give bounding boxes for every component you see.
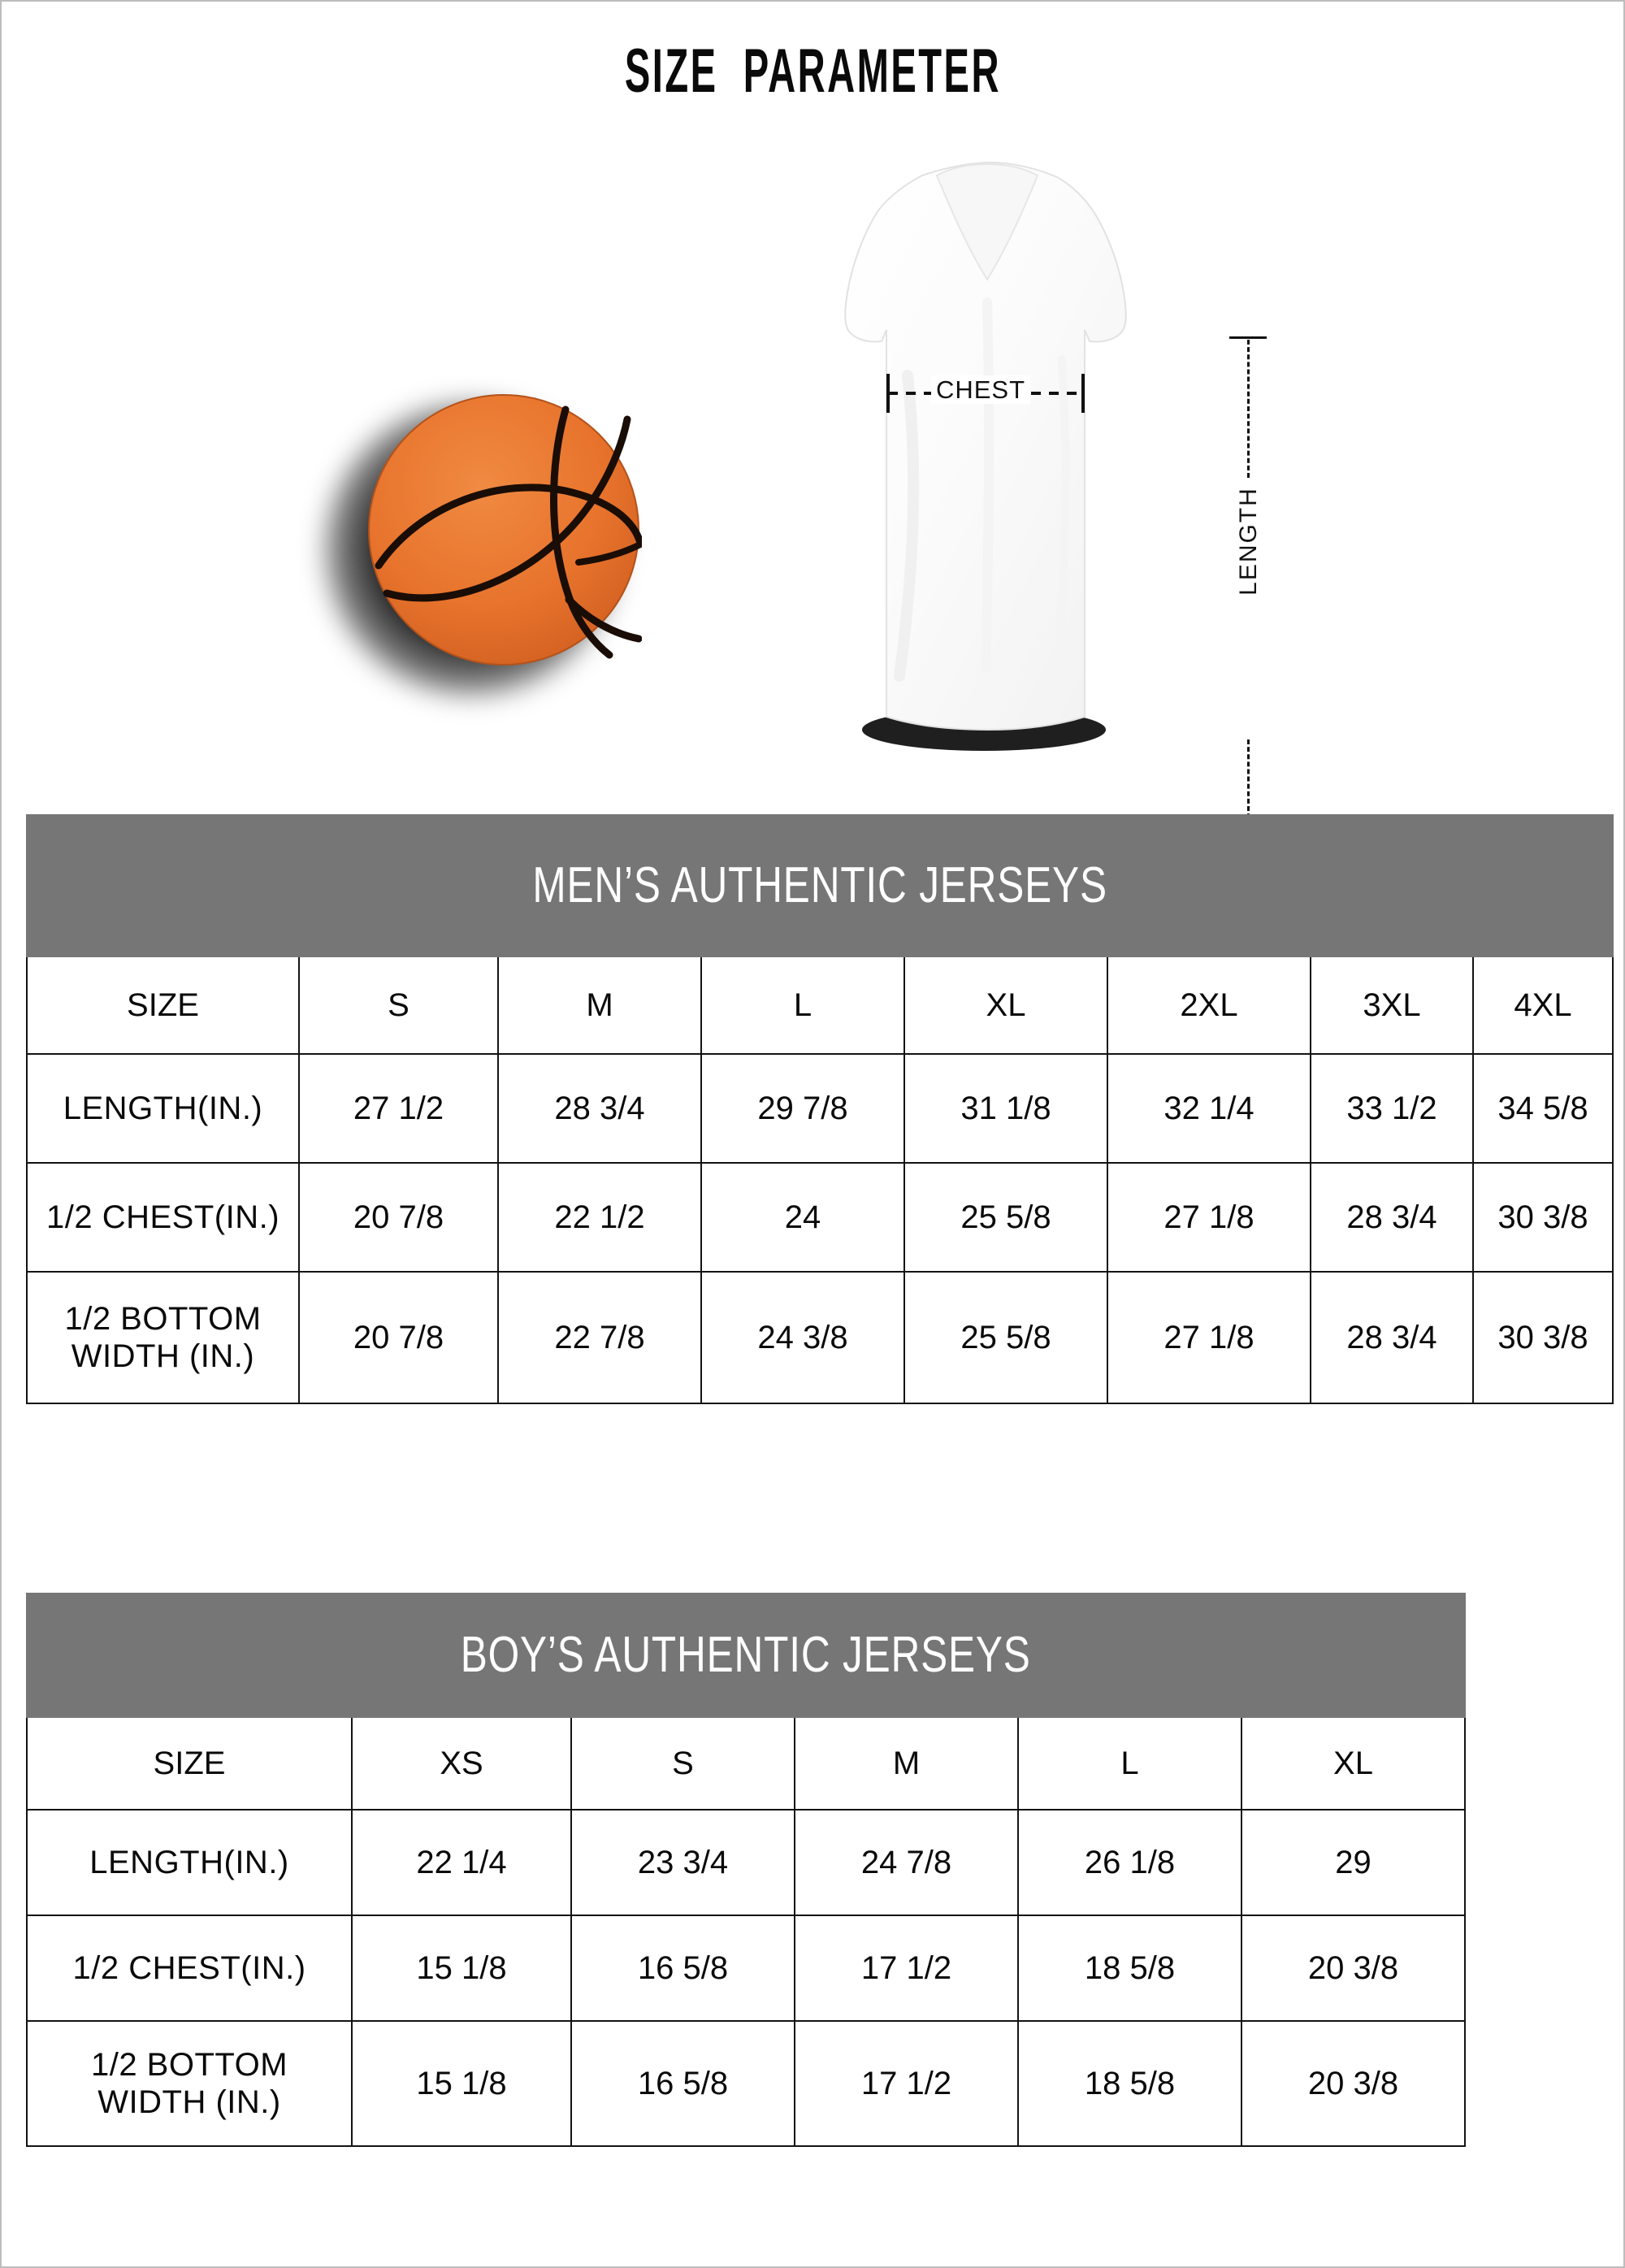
boys-header-cell-0: SIZE [26, 1716, 353, 1810]
mens-cell-1-3: 25 5/8 [904, 1162, 1108, 1273]
illustration-band: CHEST LENGTH [2, 156, 1625, 881]
mens-row-label-1: 1/2 CHEST(IN.) [26, 1162, 300, 1273]
length-dash-top [1247, 340, 1250, 478]
mens-cell-2-3: 25 5/8 [904, 1271, 1108, 1404]
page-title: SIZE PARAMETER [624, 37, 1001, 106]
boys-cell-1-0: 15 1/8 [351, 1915, 572, 2022]
mens-cell-0-5: 33 1/2 [1310, 1053, 1474, 1164]
mens-row-label-2: 1/2 BOTTOM WIDTH (IN.) [26, 1271, 300, 1404]
mens-header-cell-6: 3XL [1310, 956, 1474, 1055]
boys-table-row: 1/2 BOTTOM WIDTH (IN.) 15 1/8 16 5/8 17 1/2… [26, 2020, 1467, 2147]
boys-cell-1-1: 16 5/8 [570, 1915, 795, 2022]
mens-cell-0-4: 32 1/4 [1107, 1053, 1311, 1164]
boys-cell-1-3: 18 5/8 [1017, 1915, 1242, 2022]
mens-header-cell-1: S [298, 956, 499, 1055]
mens-cell-1-6: 30 3/8 [1472, 1162, 1614, 1273]
boys-cell-2-0: 15 1/8 [351, 2020, 572, 2147]
basketball-icon [368, 394, 642, 666]
mens-header-cell-4: XL [904, 956, 1108, 1055]
boys-cell-0-4: 29 [1240, 1809, 1467, 1916]
mens-cell-2-6: 30 3/8 [1472, 1271, 1614, 1404]
boys-table-row: LENGTH(IN.) 22 1/4 23 3/4 24 7/8 26 1/8 29 [26, 1809, 1467, 1916]
mens-band-cell: MEN’S AUTHENTIC JERSEYS [26, 814, 1614, 957]
mens-band-row: MEN’S AUTHENTIC JERSEYS [26, 814, 1614, 957]
mens-cell-1-4: 27 1/8 [1107, 1162, 1311, 1273]
mens-header-cell-5: 2XL [1107, 956, 1311, 1055]
length-dimension: LENGTH [1216, 336, 1281, 881]
boys-band-row: BOY’S AUTHENTIC JERSEYS [25, 1593, 1467, 1718]
boys-cell-0-2: 24 7/8 [794, 1809, 1019, 1916]
basketball-illustration [325, 392, 666, 733]
mens-cell-2-4: 27 1/8 [1107, 1271, 1311, 1404]
mens-header-cell-0: SIZE [26, 956, 300, 1055]
boys-size-table: BOY’S AUTHENTIC JERSEYS SIZE XS S M L XL LENGTH… [25, 1593, 1467, 2147]
boys-cell-0-1: 23 3/4 [570, 1809, 795, 1916]
mens-table-body: MEN’S AUTHENTIC JERSEYS SIZE S M L XL 2XL 3XL 4X… [26, 814, 1614, 1404]
mens-header-row: SIZE S M L XL 2XL 3XL 4XL [26, 956, 1614, 1055]
boys-band-cell: BOY’S AUTHENTIC JERSEYS [25, 1593, 1467, 1718]
boys-cell-0-0: 22 1/4 [351, 1809, 572, 1916]
mens-cell-1-0: 20 7/8 [298, 1162, 499, 1273]
length-cap-top [1229, 336, 1267, 339]
boys-band-title: BOY’S AUTHENTIC JERSEYS [461, 1627, 1031, 1683]
boys-cell-0-3: 26 1/8 [1017, 1809, 1242, 1916]
mens-row-label-0: LENGTH(IN.) [26, 1053, 300, 1164]
chest-dimension-label: CHEST [786, 375, 1176, 405]
mens-cell-1-5: 28 3/4 [1310, 1162, 1474, 1273]
mens-band-title: MEN’S AUTHENTIC JERSEYS [532, 857, 1107, 913]
length-dash-bottom [1247, 739, 1250, 878]
mens-cell-2-2: 24 3/8 [700, 1271, 905, 1404]
basketball-jersey-icon [844, 161, 1127, 751]
jersey-illustration: CHEST [786, 156, 1176, 774]
boys-header-cell-5: XL [1240, 1716, 1467, 1810]
boys-header-row: SIZE XS S M L XL [26, 1716, 1467, 1810]
mens-cell-0-1: 28 3/4 [497, 1053, 702, 1164]
mens-cell-0-2: 29 7/8 [700, 1053, 905, 1164]
mens-cell-1-2: 24 [700, 1162, 905, 1273]
boys-cell-2-2: 17 1/2 [794, 2020, 1019, 2147]
boys-table-row: 1/2 CHEST(IN.) 15 1/8 16 5/8 17 1/2 18 5/8 20… [26, 1915, 1467, 2022]
mens-header-cell-3: L [700, 956, 905, 1055]
boys-row-label-2: 1/2 BOTTOM WIDTH (IN.) [26, 2020, 353, 2147]
boys-cell-2-4: 20 3/8 [1240, 2020, 1467, 2147]
mens-cell-0-3: 31 1/8 [904, 1053, 1108, 1164]
boys-table-body: BOY’S AUTHENTIC JERSEYS SIZE XS S M L XL LENGTH… [25, 1593, 1467, 2147]
boys-cell-2-3: 18 5/8 [1017, 2020, 1242, 2147]
boys-cell-2-1: 16 5/8 [570, 2020, 795, 2147]
mens-cell-0-0: 27 1/2 [298, 1053, 499, 1164]
mens-cell-1-1: 22 1/2 [497, 1162, 702, 1273]
mens-cell-2-0: 20 7/8 [298, 1271, 499, 1404]
boys-row-label-1: 1/2 CHEST(IN.) [26, 1915, 353, 2022]
boys-header-cell-4: L [1017, 1716, 1242, 1810]
mens-table-row: LENGTH(IN.) 27 1/2 28 3/4 29 7/8 31 1/8 32 1/… [26, 1053, 1614, 1164]
mens-cell-2-1: 22 7/8 [497, 1271, 702, 1404]
mens-header-cell-2: M [497, 956, 702, 1055]
mens-size-table: MEN’S AUTHENTIC JERSEYS SIZE S M L XL 2XL 3XL 4X… [26, 814, 1614, 1404]
page-title-bar: SIZE PARAMETER [2, 41, 1623, 102]
mens-cell-2-5: 28 3/4 [1310, 1271, 1474, 1404]
boys-header-cell-3: M [794, 1716, 1019, 1810]
mens-cell-0-6: 34 5/8 [1472, 1053, 1614, 1164]
boys-header-cell-2: S [570, 1716, 795, 1810]
boys-cell-1-2: 17 1/2 [794, 1915, 1019, 2022]
mens-header-cell-7: 4XL [1472, 956, 1614, 1055]
boys-header-cell-1: XS [351, 1716, 572, 1810]
boys-row-label-0: LENGTH(IN.) [26, 1809, 353, 1916]
chest-dimension-text: CHEST [930, 375, 1031, 404]
length-dimension-label: LENGTH [1235, 487, 1262, 596]
boys-cell-1-4: 20 3/8 [1240, 1915, 1467, 2022]
mens-table-row: 1/2 CHEST(IN.) 20 7/8 22 1/2 24 25 5/8 27 1/8… [26, 1162, 1614, 1273]
mens-table-row: 1/2 BOTTOM WIDTH (IN.) 20 7/8 22 7/8 24 3/8… [26, 1271, 1614, 1404]
